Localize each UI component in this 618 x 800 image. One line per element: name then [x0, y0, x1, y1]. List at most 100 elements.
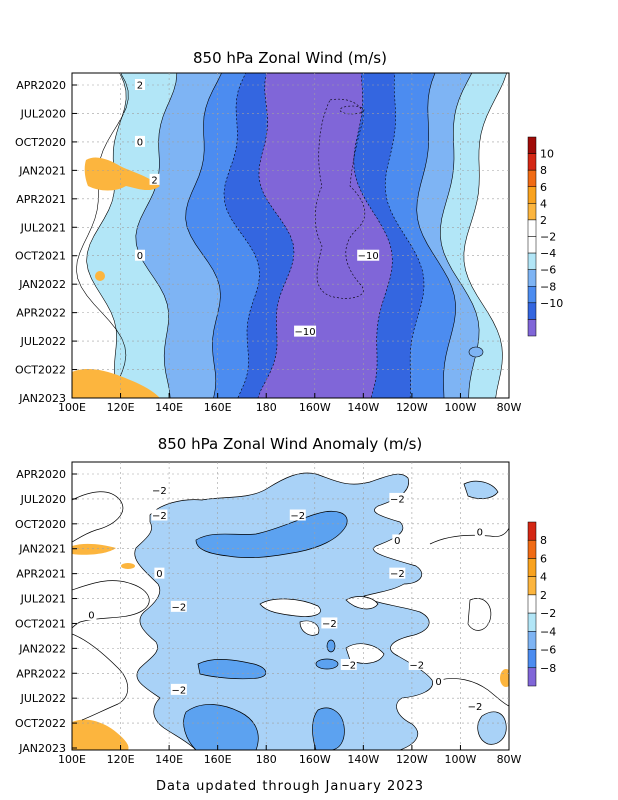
- colorbar-label: 8: [540, 534, 547, 547]
- colorbar-swatch: [527, 153, 537, 171]
- chart2-zero-contour: [429, 527, 509, 545]
- x-tick-label: 140E: [155, 401, 183, 414]
- contour-label: 0: [137, 137, 143, 148]
- x-tick-label: 120W: [396, 753, 428, 766]
- chart1-colorbar: 10 8 6 4 2 −2 −4 −6 −8 −10: [527, 136, 563, 337]
- chart1-gridlines: [72, 73, 509, 398]
- colorbar-label: −2: [540, 231, 556, 244]
- chart1-contour-labels: 2 0 2 0 −10 −10: [134, 79, 380, 338]
- chart2-anomaly-minus4: [197, 659, 267, 680]
- colorbar-swatch: [527, 521, 537, 541]
- chart2-zero-contour: [439, 678, 509, 707]
- chart2-anomaly-hole: [345, 596, 379, 610]
- contour-label: 2: [137, 81, 143, 92]
- colorbar-swatch: [527, 576, 537, 596]
- chart2-colorbar: 8 6 4 2 −2 −4 −6 −8: [527, 521, 556, 687]
- colorbar-label: 2: [540, 214, 547, 227]
- y-tick-label: JAN2023: [18, 392, 66, 405]
- y-tick-label: APR2021: [16, 193, 66, 206]
- y-tick-label: JUL2020: [20, 107, 66, 120]
- y-tick-label: APR2020: [16, 468, 66, 481]
- chart2-anomaly-minus2-east: [477, 711, 507, 745]
- colorbar-swatch: [527, 631, 537, 650]
- contour-label-bg: [389, 492, 406, 504]
- chart1-positive-patch-west: [84, 157, 160, 191]
- contour-label: −2: [409, 660, 424, 671]
- chart1-frame: [71, 72, 510, 399]
- y-tick-label: JAN2022: [18, 642, 66, 655]
- y-tick-label: OCT2022: [15, 364, 66, 377]
- contour-label-bg: [170, 683, 187, 695]
- contour-label: −2: [468, 702, 483, 713]
- colorbar-label: −10: [540, 297, 563, 310]
- x-tick-label: 80W: [497, 401, 522, 414]
- x-tick-label: 160W: [299, 753, 331, 766]
- contour-label: 0: [156, 569, 162, 580]
- colorbar-label: 8: [540, 164, 547, 177]
- colorbar-swatch: [527, 203, 537, 221]
- x-tick-label: 100E: [58, 401, 86, 414]
- contour-label-bg: [467, 700, 484, 712]
- x-tick-label: 140W: [347, 753, 379, 766]
- chart2-anomaly-hole: [299, 620, 320, 636]
- contour-label: −2: [152, 486, 167, 497]
- contour-label: 2: [151, 175, 157, 186]
- chart2-zero-contour: [72, 491, 124, 543]
- chart2-positive-patch: [72, 543, 116, 555]
- chart1-axes: 100E 120E 140E 160E 180 160W 140W 120W 100W 80W AP…: [15, 79, 522, 414]
- x-tick-label: 100E: [58, 753, 86, 766]
- y-tick-label: JAN2021: [18, 164, 66, 177]
- chart2-anomaly-minus4: [312, 707, 345, 750]
- contour-label: −10: [295, 327, 316, 338]
- colorbar-label: 10: [540, 148, 554, 161]
- contour-label-bg: [357, 249, 380, 261]
- chart1-contour-bands: [76, 73, 507, 398]
- chart1-title: 850 hPa Zonal Wind (m/s): [193, 49, 387, 67]
- colorbar-swatch: [527, 539, 537, 559]
- chart2-field: [72, 462, 509, 750]
- chart2-frame: [71, 461, 510, 751]
- colorbar-label: −4: [540, 625, 556, 638]
- contour-label-bg: [134, 249, 145, 261]
- y-tick-label: JAN2022: [18, 278, 66, 291]
- contour-label-bg: [134, 135, 145, 147]
- contour-label-bg: [154, 567, 165, 579]
- contour-label-bg: [289, 509, 306, 521]
- colorbar-label: 4: [540, 571, 547, 584]
- contour-label-bg: [408, 658, 425, 670]
- x-tick-label: 100W: [445, 401, 477, 414]
- chart2-anomaly-minus4: [315, 658, 339, 670]
- y-tick-label: OCT2021: [15, 617, 66, 630]
- contour-label: −10: [358, 251, 379, 262]
- chart2-anomaly-minus4: [326, 639, 336, 653]
- colorbar-swatch: [527, 302, 537, 320]
- chart2-axes: 100E 120E 140E 160E 180 160W 140W 120W 100W 80W AP…: [15, 468, 522, 766]
- chart2-title: 850 hPa Zonal Wind Anomaly (m/s): [158, 435, 423, 453]
- colorbar-swatch: [527, 594, 537, 614]
- contour-label-bg: [392, 534, 403, 546]
- x-tick-label: 120E: [107, 753, 135, 766]
- colorbar-swatch: [527, 612, 537, 632]
- chart2-positive-patch: [72, 719, 129, 750]
- chart2-gridlines: [72, 462, 509, 750]
- colorbar-label: 6: [540, 552, 547, 565]
- chart2-positive-patch: [500, 669, 509, 687]
- contour-label: −2: [152, 511, 167, 522]
- contour-label: 0: [394, 536, 400, 547]
- y-tick-label: APR2020: [16, 79, 66, 92]
- y-tick-label: OCT2021: [15, 250, 66, 263]
- x-tick-label: 120W: [396, 401, 428, 414]
- colorbar-swatch: [527, 667, 537, 687]
- colorbar-swatch: [527, 286, 537, 304]
- x-tick-label: 180: [256, 401, 277, 414]
- chart1-positive-patch-sw: [72, 369, 160, 398]
- x-tick-label: 120E: [107, 401, 135, 414]
- y-tick-label: OCT2022: [15, 717, 66, 730]
- contour-label: −2: [390, 494, 405, 505]
- contour-label-bg: [321, 617, 338, 629]
- chart2-anomaly-hole: [345, 643, 385, 664]
- colorbar-label: −2: [540, 607, 556, 620]
- x-tick-label: 140E: [155, 753, 183, 766]
- chart2-contour-labels: −2 −2 −2 −2 0 0 −2 0 −2 0 −2 −2 −2 0 −2 −2: [86, 484, 485, 713]
